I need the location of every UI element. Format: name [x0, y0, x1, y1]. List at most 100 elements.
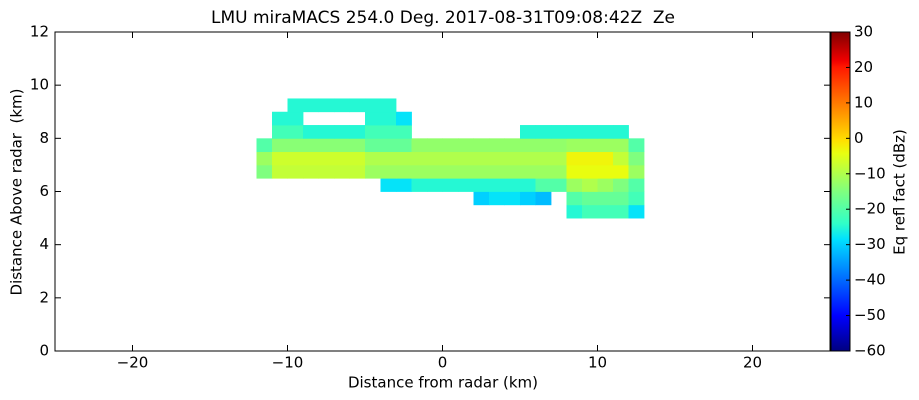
- heat-cell: [349, 164, 366, 179]
- x-tick-label: −20: [117, 354, 149, 372]
- heat-cell: [458, 164, 474, 179]
- heat-cell: [520, 151, 536, 166]
- heat-cell: [582, 125, 598, 139]
- heat-cell: [566, 178, 583, 192]
- heat-cell: [535, 164, 552, 179]
- heat-cell: [334, 164, 350, 179]
- heat-cell: [256, 151, 273, 166]
- heat-cell: [334, 98, 350, 113]
- heat-cell: [613, 178, 629, 192]
- heat-cell: [272, 111, 288, 126]
- x-tick-label: 20: [743, 354, 762, 372]
- heat-cell: [566, 164, 583, 179]
- heat-cell: [287, 138, 304, 153]
- colorbar: [830, 31, 851, 352]
- heat-cell: [566, 125, 583, 139]
- heat-cell: [535, 125, 552, 139]
- heat-cell: [566, 191, 583, 206]
- x-tick-label: 0: [438, 354, 448, 372]
- heat-cell: [597, 138, 614, 153]
- heat-cell: [318, 151, 335, 166]
- heat-cell: [582, 204, 598, 219]
- colorbar-tick-label: −50: [854, 306, 886, 324]
- heat-cell: [566, 138, 583, 153]
- heat-cell: [396, 178, 412, 192]
- heat-cell: [582, 191, 598, 206]
- heat-cell: [504, 164, 521, 179]
- heat-cell: [458, 178, 474, 192]
- heat-cell: [272, 151, 288, 166]
- heat-cell: [380, 151, 397, 166]
- heat-cell: [318, 138, 335, 153]
- heat-cell: [551, 164, 567, 179]
- colorbar-tick-label: 30: [854, 23, 873, 41]
- y-tick-label: 2: [39, 288, 49, 306]
- heat-cell: [411, 138, 428, 153]
- heat-cell: [442, 151, 459, 166]
- heat-cell: [473, 164, 490, 179]
- heat-cell: [520, 164, 536, 179]
- heat-cell: [303, 125, 319, 139]
- heat-cell: [365, 151, 381, 166]
- heat-cell: [551, 178, 567, 192]
- heat-cell: [489, 138, 505, 153]
- x-tick-label: −10: [272, 354, 304, 372]
- heat-cell: [396, 111, 412, 126]
- colorbar-tick-label: −10: [854, 164, 886, 182]
- heat-cell: [520, 138, 536, 153]
- heat-cell: [473, 178, 490, 192]
- colorbar-tick-label: 0: [854, 129, 864, 147]
- colorbar-tick-label: −60: [854, 342, 886, 360]
- heat-cell: [396, 164, 412, 179]
- heat-cell: [520, 125, 536, 139]
- heat-cell: [427, 164, 443, 179]
- heat-cell: [628, 191, 645, 206]
- heat-cell: [442, 164, 459, 179]
- heat-cell: [380, 178, 397, 192]
- heat-cell: [303, 151, 319, 166]
- heat-cell: [535, 191, 552, 206]
- heat-cell: [597, 191, 614, 206]
- heat-cell: [613, 125, 629, 139]
- heat-cell: [520, 191, 536, 206]
- heat-cell: [613, 191, 629, 206]
- heat-cell: [535, 151, 552, 166]
- heat-cell: [256, 138, 273, 153]
- y-tick-label: 4: [39, 235, 49, 253]
- heat-cell: [551, 151, 567, 166]
- heat-cell: [582, 151, 598, 166]
- heat-cell: [551, 138, 567, 153]
- colorbar-tick-label: −30: [854, 235, 886, 253]
- y-tick-label: 0: [39, 342, 49, 360]
- colorbar-tick-label: −20: [854, 200, 886, 218]
- heat-cell: [380, 98, 397, 113]
- heat-cell: [597, 204, 614, 219]
- heat-cell: [597, 151, 614, 166]
- heat-cell: [504, 178, 521, 192]
- heat-cell: [489, 178, 505, 192]
- heat-cell: [365, 98, 381, 113]
- heat-cell: [489, 164, 505, 179]
- heat-cell: [535, 178, 552, 192]
- heat-cell: [287, 164, 304, 179]
- y-axis-label: Distance Above radar (km): [8, 89, 26, 296]
- heat-cell: [566, 151, 583, 166]
- x-axis-label: Distance from radar (km): [348, 374, 538, 392]
- heat-cell: [473, 191, 490, 206]
- y-tick-label: 12: [30, 23, 49, 41]
- heat-cell: [551, 125, 567, 139]
- heat-cell: [303, 164, 319, 179]
- heat-cell: [349, 125, 366, 139]
- heat-cell: [628, 164, 645, 179]
- heat-cell: [287, 151, 304, 166]
- heat-cell: [396, 125, 412, 139]
- heat-cell: [628, 178, 645, 192]
- heat-cell: [365, 164, 381, 179]
- heat-cell: [411, 164, 428, 179]
- heat-cell: [396, 138, 412, 153]
- heat-cell: [303, 138, 319, 153]
- heat-cell: [318, 98, 335, 113]
- heat-cell: [504, 191, 521, 206]
